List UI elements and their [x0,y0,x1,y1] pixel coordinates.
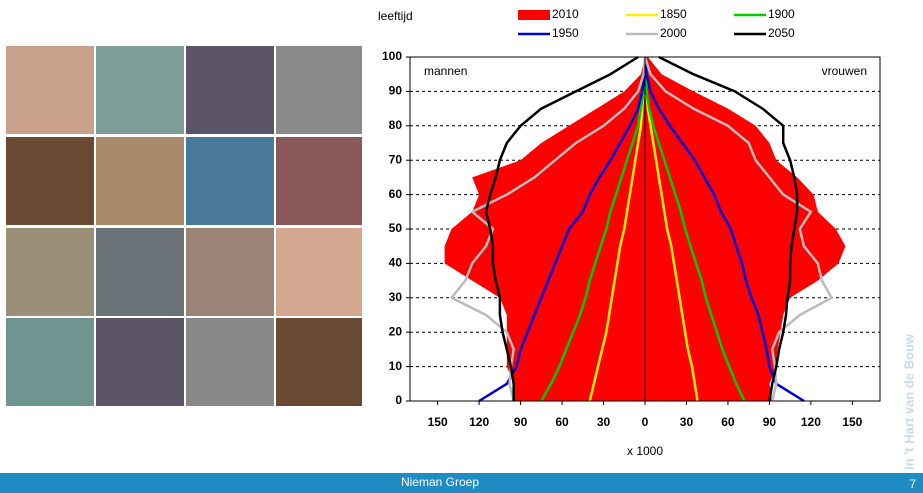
x-tick-label: 30 [597,415,611,429]
y-tick-label: 40 [389,256,403,270]
photo [96,228,184,316]
x-tick-label: 90 [763,415,777,429]
photo [96,318,184,406]
photo-collage [6,46,362,406]
x-tick-label: 30 [680,415,694,429]
y-tick-label: 60 [389,187,403,201]
y-tick-label: 30 [389,290,403,304]
legend-label: 1850 [660,7,687,21]
y-tick-label: 50 [389,221,403,235]
y-tick-label: 80 [389,118,403,132]
area [445,57,645,401]
x-axis-label: x 1000 [627,444,663,458]
photo [96,46,184,134]
annotation: vrouwen [822,64,867,78]
photo [186,137,274,225]
x-tick-label: 120 [469,415,489,429]
photo [6,228,94,316]
page-number: 7 [909,477,916,491]
legend-label: 2010 [552,7,579,21]
photo [186,46,274,134]
legend-label: 2000 [660,26,687,40]
legend-swatch [518,10,550,20]
chart: leeftijd x 1000 mannen vrouwen 0 10 20 30 40… [378,7,880,458]
photo [6,137,94,225]
slide: leeftijd x 1000 mannen vrouwen 0 10 20 30 40… [0,0,923,493]
y-tick-label: 70 [389,152,403,166]
x-tick-label: 60 [721,415,735,429]
photo [276,137,362,225]
photo [276,46,362,134]
x-tick-label: 0 [642,415,649,429]
x-tick-label: 120 [801,415,821,429]
photo [186,318,274,406]
legend-label: 1900 [768,7,795,21]
photo [96,137,184,225]
legend-label: 1950 [552,26,579,40]
x-tick-label: 150 [428,415,448,429]
y-tick-label: 100 [382,49,402,63]
photo [6,318,94,406]
x-tick-label: 150 [842,415,862,429]
y-tick-label: 10 [389,359,403,373]
area [645,57,845,401]
photo [276,228,362,316]
photo [6,46,94,134]
photo [186,228,274,316]
annotation: mannen [424,64,467,78]
photo [276,318,362,406]
y-tick-label: 20 [389,324,403,338]
y-tick-label: 0 [395,393,402,407]
y-tick-label: 90 [389,84,403,98]
tagline: In 't Hart van de Bouw [901,333,916,470]
y-axis-label: leeftijd [378,9,413,23]
footer-organisation: Nieman Groep [401,475,479,489]
legend-label: 2050 [768,26,795,40]
page: {"chart_data": {"type": "pyramid", "y_la… [0,0,923,493]
x-tick-label: 90 [514,415,528,429]
x-tick-label: 60 [555,415,569,429]
